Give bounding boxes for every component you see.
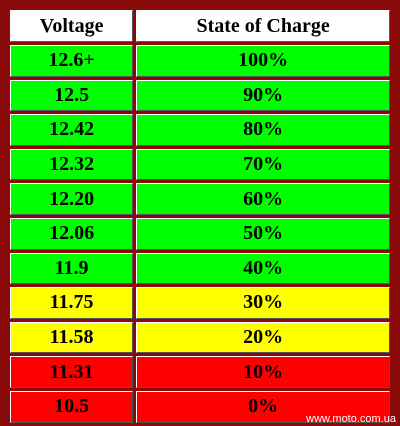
charge-cell: 30% (136, 287, 390, 319)
voltage-cell: 11.31 (10, 356, 134, 388)
table-row: 12.5 90% (10, 79, 390, 112)
charge-cell: 80% (136, 114, 390, 146)
table-row: 12.06 50% (10, 217, 390, 250)
charge-cell: 60% (136, 183, 390, 215)
voltage-cell: 12.06 (10, 217, 134, 250)
charge-cell: 40% (136, 252, 390, 285)
voltage-cell: 12.20 (10, 183, 134, 215)
voltage-cell: 11.9 (10, 252, 134, 285)
watermark: www.moto.com.ua (306, 413, 396, 425)
voltage-cell: 12.32 (10, 148, 134, 181)
charge-cell: 50% (136, 217, 390, 250)
table-row: 12.42 80% (10, 114, 390, 146)
table-row: 11.58 20% (10, 321, 390, 354)
charge-cell: 20% (136, 321, 390, 354)
header-cell: Voltage (10, 10, 134, 42)
table-row: 11.75 30% (10, 287, 390, 319)
voltage-cell: 11.58 (10, 321, 134, 354)
table-row: 11.31 10% (10, 356, 390, 388)
table-row: 11.9 40% (10, 252, 390, 285)
charge-cell: 0% (136, 390, 390, 423)
voltage-cell: 11.75 (10, 287, 134, 319)
header-cell: State of Charge (136, 10, 390, 42)
header-row: Voltage State of Charge (10, 10, 390, 42)
voltage-cell: 10.5 (10, 390, 134, 423)
charge-cell: 10% (136, 356, 390, 388)
table-body: 12.6+ 100% 12.5 90% 12.42 80% 12.32 70% 12.20 60%… (10, 45, 390, 423)
charge-cell: 70% (136, 148, 390, 181)
charge-cell: 100% (136, 45, 390, 77)
table-row: 12.6+ 100% (10, 45, 390, 77)
charge-table: Voltage State of Charge 12.6+ 100% 12.5 90%… (7, 7, 393, 426)
table-row: 12.32 70% (10, 148, 390, 181)
voltage-cell: 12.42 (10, 114, 134, 146)
table-row: 10.5 0% (10, 390, 390, 423)
voltage-cell: 12.5 (10, 79, 134, 112)
charge-cell: 90% (136, 79, 390, 112)
table-row: 12.20 60% (10, 183, 390, 215)
voltage-cell: 12.6+ (10, 45, 134, 77)
